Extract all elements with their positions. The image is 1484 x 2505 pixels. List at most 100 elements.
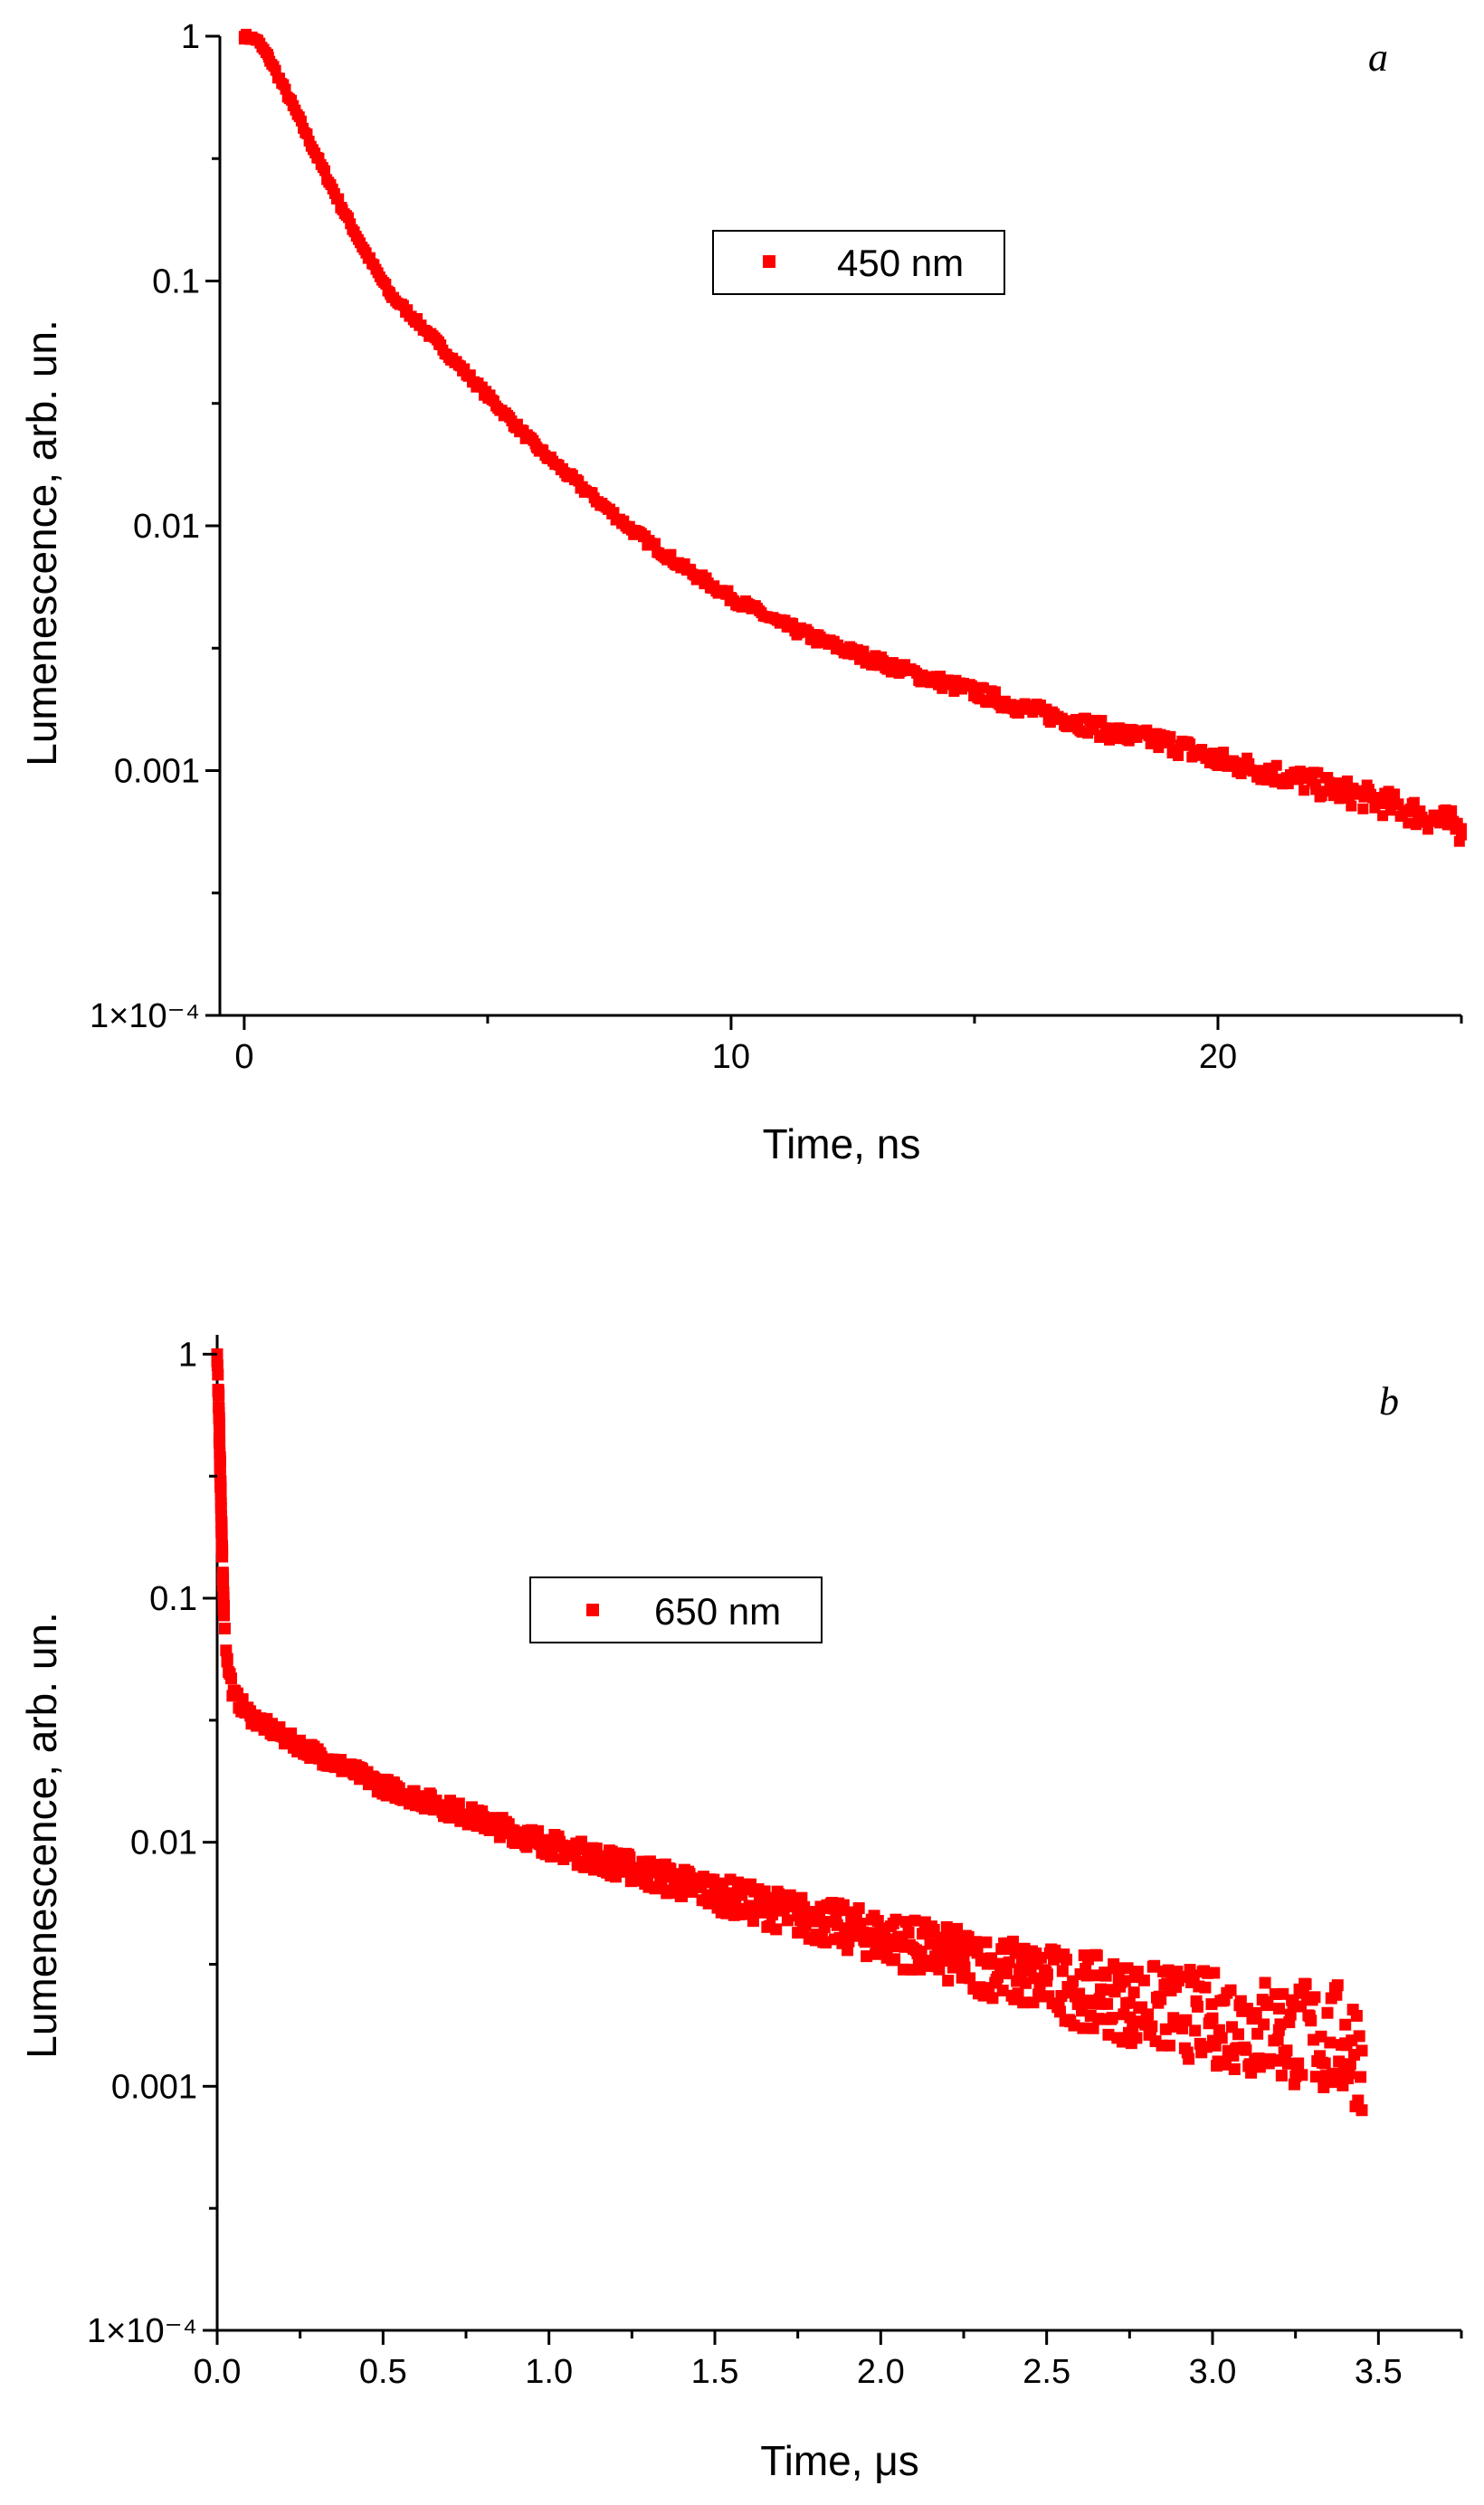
data-point xyxy=(1118,1975,1131,1987)
data-point xyxy=(1187,1969,1200,1982)
data-point xyxy=(1224,1984,1237,1996)
data-point xyxy=(964,1972,976,1985)
y-tick-label: 1 xyxy=(178,1336,197,1374)
data-point xyxy=(1003,1956,1015,1968)
data-point xyxy=(214,1478,227,1491)
data-point xyxy=(996,1985,1009,1997)
data-point xyxy=(1346,800,1357,812)
data-point xyxy=(214,1497,227,1510)
data-point xyxy=(295,115,307,127)
data-point xyxy=(1232,2028,1245,2041)
data-point xyxy=(1280,2044,1293,2057)
data-point xyxy=(1155,1993,1167,2005)
y-tick-label: 0.01 xyxy=(130,1824,197,1862)
data-point xyxy=(1191,2000,1203,2013)
chart-b-ylabel: Lumenescence, arb. un. xyxy=(18,1612,65,2059)
data-point xyxy=(1127,1986,1140,1999)
data-point xyxy=(214,1510,227,1522)
chart-b-legend-marker xyxy=(586,1604,599,1616)
x-tick-label: 0 xyxy=(234,1038,253,1076)
data-point xyxy=(1199,1981,1212,1994)
data-point xyxy=(1292,2057,1305,2070)
data-point xyxy=(980,1936,993,1948)
data-point xyxy=(1353,2030,1365,2043)
data-point xyxy=(1012,1987,1024,2000)
data-point xyxy=(215,1526,228,1538)
data-point xyxy=(1162,1964,1175,1976)
data-point xyxy=(1055,1989,1068,2002)
data-point xyxy=(1315,2030,1327,2043)
data-point xyxy=(213,1389,225,1402)
data-point xyxy=(889,1913,902,1926)
data-point xyxy=(1245,2066,1258,2079)
data-point xyxy=(213,1401,225,1414)
data-point xyxy=(211,1359,224,1372)
chart-b-ticks: 1 0.1 0.01 0.001 1×10⁻⁴0.0 0.5 1.0 1.5 2.0 2.5 3.0… xyxy=(87,1336,1463,2391)
data-point xyxy=(1274,2018,1287,2031)
chart-b: 1 0.1 0.01 0.001 1×10⁻⁴0.0 0.5 1.0 1.5 2.0 2.5 3.0… xyxy=(18,1335,1463,2484)
data-point xyxy=(214,1469,226,1481)
data-point xyxy=(212,1368,224,1381)
data-point xyxy=(1352,2094,1365,2107)
data-point xyxy=(213,1413,225,1425)
data-point xyxy=(986,1992,999,2005)
data-point xyxy=(747,1915,759,1928)
data-point xyxy=(1087,2022,1099,2034)
data-point xyxy=(217,1605,230,1617)
y-tick-label: 0.1 xyxy=(152,263,200,301)
data-point xyxy=(1068,2019,1080,2032)
data-point xyxy=(795,1891,808,1904)
data-point xyxy=(1250,2006,1262,2019)
chart-a: 1 0.1 0.01 0.001 1×10⁻⁴ 0 10 20 Time, ns Lumene… xyxy=(18,18,1467,1167)
data-point xyxy=(899,1916,912,1929)
chart-a-xlabel: Time, ns xyxy=(763,1120,921,1167)
y-tick-label: 1×10⁻⁴ xyxy=(90,997,200,1035)
data-point xyxy=(1343,2067,1356,2080)
data-point xyxy=(902,1926,915,1938)
data-point xyxy=(1344,2058,1356,2071)
data-point xyxy=(1090,1949,1103,1962)
data-point xyxy=(970,1936,983,1948)
data-point xyxy=(1298,785,1310,796)
data-point xyxy=(1061,1953,1073,1966)
chart-b-legend: 650 nm xyxy=(529,1576,823,1643)
data-point xyxy=(1148,1959,1161,1972)
chart-a-ticks: 1 0.1 0.01 0.001 1×10⁻⁴ 0 10 20 xyxy=(90,18,1463,1076)
data-point xyxy=(1446,805,1458,816)
data-point xyxy=(1218,747,1230,758)
data-point xyxy=(1017,1996,1030,2009)
chart-b-axes xyxy=(215,1335,1461,2332)
data-point xyxy=(1077,2022,1089,2034)
data-point xyxy=(1318,2057,1331,2070)
data-point xyxy=(1006,1935,1019,1948)
data-point xyxy=(216,1543,229,1556)
y-tick-label: 0.01 xyxy=(133,508,200,546)
x-tick-label: 0.0 xyxy=(194,2353,242,2391)
data-point xyxy=(1294,2000,1307,2013)
data-point xyxy=(1121,1962,1134,1975)
data-point xyxy=(1456,829,1467,841)
data-point xyxy=(1173,749,1184,761)
chart-a-legend-label: 450 nm xyxy=(837,242,964,284)
chart-a-axes xyxy=(218,36,1461,1017)
data-point xyxy=(889,1953,901,1966)
data-point xyxy=(1281,2057,1294,2070)
data-point xyxy=(958,1961,971,1974)
data-point xyxy=(942,1975,955,1987)
data-point xyxy=(1277,1987,1289,2000)
data-point xyxy=(1075,2005,1088,2017)
data-point xyxy=(213,1436,225,1449)
data-point xyxy=(1215,2032,1228,2044)
data-point xyxy=(1204,2014,1217,2026)
data-point xyxy=(706,1891,718,1903)
data-point xyxy=(989,686,1001,698)
data-point xyxy=(1101,1997,1114,2010)
data-point xyxy=(1334,793,1346,805)
data-point xyxy=(319,165,330,176)
data-point xyxy=(1034,1951,1047,1964)
data-point xyxy=(1099,1969,1112,1982)
data-point xyxy=(1183,2053,1195,2065)
data-point xyxy=(333,193,345,205)
data-point xyxy=(1219,2058,1232,2071)
data-point xyxy=(1305,2014,1318,2027)
